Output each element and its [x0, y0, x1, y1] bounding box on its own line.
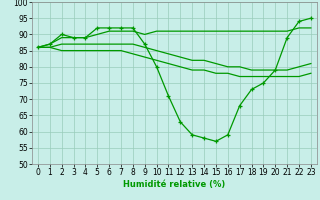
X-axis label: Humidité relative (%): Humidité relative (%) [123, 180, 226, 189]
